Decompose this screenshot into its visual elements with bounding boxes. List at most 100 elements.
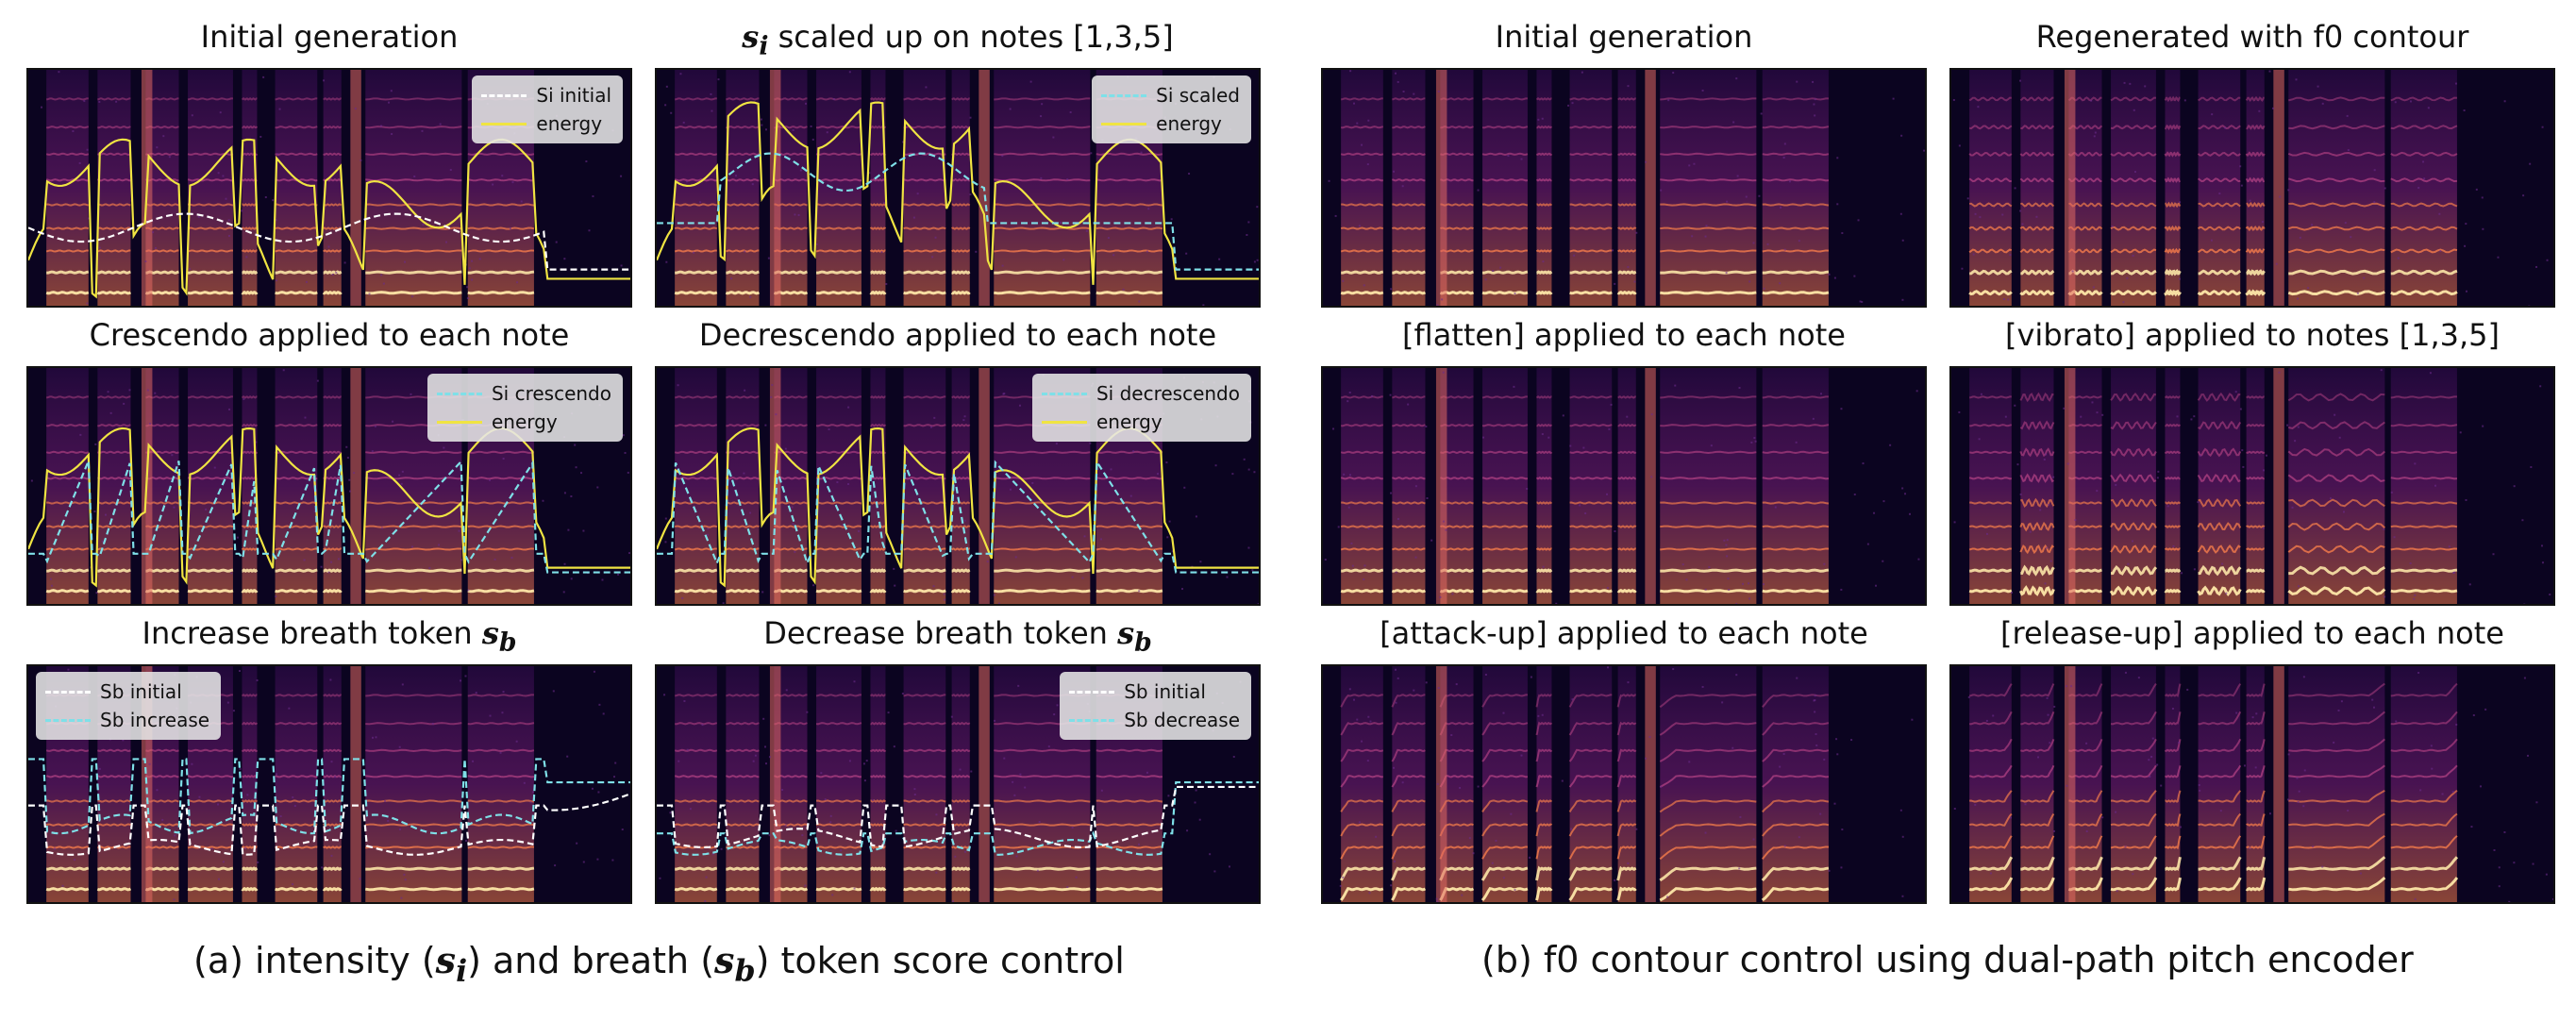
spectrogram-speckle — [2151, 737, 2154, 740]
harmonic-band — [2198, 790, 2242, 803]
spectrogram-speckle — [2124, 845, 2127, 848]
harmonic-band — [1391, 823, 1426, 837]
spectrogram-speckle — [1742, 582, 1745, 585]
spectrogram-speckle — [272, 199, 275, 202]
spectrogram-speckle — [2019, 493, 2022, 495]
spectrogram-speckle — [2133, 171, 2136, 174]
spectrogram-speckle — [2317, 85, 2319, 88]
harmonic-band — [815, 152, 862, 156]
spectrogram-speckle — [801, 834, 804, 837]
harmonic-band — [1659, 845, 1757, 861]
harmonic-band — [242, 203, 259, 207]
harmonic-band — [96, 589, 132, 594]
spectrogram-speckle — [1750, 441, 1753, 444]
spectrogram-speckle — [2225, 592, 2228, 594]
spectrogram-speckle — [552, 690, 555, 693]
spectrogram-speckle — [785, 689, 788, 692]
spectrogram-speckle — [98, 246, 101, 249]
spectrogram-speckle — [475, 692, 477, 695]
harmonic-band — [994, 866, 1091, 871]
harmonic-band — [726, 424, 760, 427]
harmonic-band — [994, 450, 1091, 454]
harmonic-band — [1968, 226, 2013, 231]
spectrogram-speckle — [883, 201, 886, 204]
spectrogram-segment — [816, 368, 861, 604]
harmonic-band — [1096, 178, 1163, 182]
spectrogram-speckle — [162, 135, 165, 138]
spectrogram-speckle — [94, 443, 97, 445]
harmonic-band — [45, 748, 90, 752]
harmonic-band — [2110, 269, 2157, 276]
spectrogram-speckle — [701, 724, 704, 727]
spectrogram-speckle — [428, 566, 431, 569]
harmonic-band — [97, 178, 131, 182]
harmonic-band — [2390, 682, 2458, 697]
spectrogram-speckle — [1156, 473, 1159, 476]
harmonic-band — [903, 450, 946, 454]
spectrogram-speckle — [144, 260, 147, 263]
spectrogram-speckle — [1129, 494, 1132, 497]
spectrogram-segment — [951, 666, 970, 902]
spectrogram-speckle — [986, 561, 989, 563]
harmonic-band — [870, 799, 887, 803]
harmonic-band — [815, 126, 862, 129]
harmonic-band — [1481, 126, 1529, 129]
spectrogram-speckle — [931, 256, 934, 259]
spectrogram-speckle — [392, 420, 394, 423]
harmonic-band — [951, 226, 971, 230]
spectrogram-speckle — [711, 109, 713, 112]
spectrogram-segment — [2390, 368, 2457, 604]
harmonic-band — [1535, 226, 1553, 230]
harmonic-band — [365, 126, 462, 129]
spectrogram-speckle — [570, 495, 573, 498]
panel-title-text: Crescendo applied to each note — [89, 317, 570, 353]
harmonic-band — [675, 722, 718, 726]
spectrogram-speckle — [292, 795, 294, 798]
spectrogram-speckle — [1836, 157, 1839, 159]
harmonic-band — [994, 226, 1091, 230]
spectrogram-speckle — [1401, 185, 1404, 188]
spectrogram-speckle — [1814, 98, 1816, 101]
spectrogram-speckle — [2307, 287, 2310, 290]
harmonic-band — [726, 799, 760, 803]
harmonic-band — [1568, 866, 1613, 881]
harmonic-band — [1096, 450, 1163, 454]
spectrogram-speckle — [1980, 393, 1982, 395]
harmonic-band — [816, 568, 862, 573]
harmonic-band — [1968, 812, 2013, 827]
spectrogram-speckle — [1681, 563, 1684, 566]
harmonic-band — [1568, 694, 1613, 708]
harmonic-band — [726, 97, 760, 101]
spectrogram-speckle — [304, 416, 307, 419]
spectrogram-segment — [1660, 666, 1757, 902]
spectrogram-speckle — [154, 246, 157, 249]
panel-crescendo: Crescendo applied to each note Si crescen… — [26, 317, 632, 606]
harmonic-band — [241, 249, 258, 253]
spectrogram-speckle — [478, 258, 481, 260]
harmonic-band — [2198, 856, 2242, 871]
spectrogram-speckle — [1782, 157, 1785, 159]
harmonic-band — [951, 203, 971, 207]
spectrogram-speckle — [1442, 371, 1445, 374]
harmonic-band — [365, 249, 462, 253]
harmonic-band — [1535, 588, 1553, 594]
spectrogram-speckle — [1614, 530, 1616, 533]
harmonic-band — [1660, 203, 1757, 207]
spectrogram-speckle — [681, 596, 684, 599]
spectrogram-speckle — [2409, 562, 2412, 564]
harmonic-band — [1616, 721, 1637, 736]
spectrogram-speckle — [1352, 102, 1355, 105]
spectrogram-speckle — [1731, 746, 1734, 749]
spectrogram-speckle — [1627, 85, 1630, 88]
spectrogram-speckle — [2414, 462, 2417, 465]
spectrogram-speckle — [1071, 576, 1074, 578]
spectrogram-speckle — [1397, 677, 1399, 679]
spectrogram-speckle — [50, 584, 53, 587]
spectrogram-speckle — [2121, 203, 2124, 206]
legend-label: Si decrescendo — [1096, 382, 1240, 405]
harmonic-band — [187, 424, 234, 427]
spectrogram-speckle — [2397, 257, 2400, 259]
harmonic-band — [187, 450, 234, 454]
harmonic-band — [2198, 683, 2242, 697]
spectrogram-segment — [1617, 666, 1636, 902]
